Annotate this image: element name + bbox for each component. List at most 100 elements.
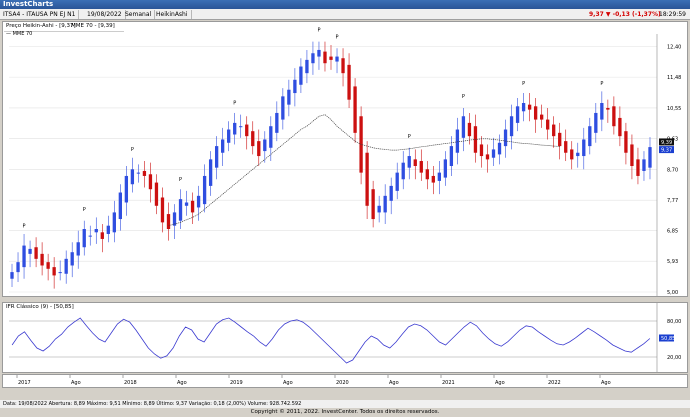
candle-body (10, 272, 14, 279)
candle-body (112, 212, 116, 233)
candle-body (154, 182, 159, 206)
candle-body (407, 156, 411, 168)
candle-body (642, 159, 646, 171)
status-bar: Data: 19/08/2022 Abertura: 8,89 Máximo: … (0, 400, 690, 408)
x-tick-label: 2017 (18, 380, 31, 386)
candle-body (383, 195, 387, 213)
candle-body (365, 152, 369, 206)
candle-body (317, 49, 321, 57)
pivot-marker: P (462, 94, 465, 100)
x-tick-label: Ago (71, 380, 81, 386)
price-y-tick-label: 7,77 (667, 198, 678, 204)
x-tick-label: Ago (601, 380, 611, 386)
candle-body (377, 205, 381, 213)
candle-body (130, 169, 135, 185)
candle-body (299, 66, 303, 85)
candle-body (245, 124, 249, 137)
x-axis-svg: 2017 Ago 2018 Ago 2019 Ago 2020 Ago 2021 Ago 2022 A… (16, 375, 611, 386)
candle-body (184, 202, 189, 206)
candle-body (166, 214, 171, 229)
candle-body (455, 129, 460, 153)
candle-body (636, 159, 640, 176)
candle-body (425, 169, 429, 180)
candle-body (479, 144, 484, 157)
ma-legend-line: — MME 70 (6, 31, 33, 37)
candle-body (329, 56, 333, 60)
candle-body (485, 154, 490, 160)
candle-body (437, 172, 441, 181)
candle-body (142, 170, 147, 176)
candle-body (124, 175, 129, 203)
candle-body (233, 122, 237, 135)
chart-style-label[interactable]: HeikinAshi (153, 10, 192, 19)
candle-body (34, 247, 38, 259)
date-label[interactable]: 19/08/2022 (84, 10, 126, 19)
price-panel[interactable]: 12,4011,4810,559,638,707,776,855,935,00P… (2, 21, 688, 297)
candle-body (588, 126, 592, 147)
pivot-marker: P (522, 81, 525, 87)
candle-body (503, 129, 508, 147)
rsi-chart[interactable]: 80,00 20,00 50,85 (3, 303, 687, 372)
price-chart[interactable]: 12,4011,4810,559,638,707,776,855,935,00P… (3, 22, 687, 296)
candle-body (576, 152, 580, 157)
candle-body (190, 200, 195, 213)
candle-body (509, 116, 514, 137)
candle-body (239, 126, 243, 128)
candle-body (208, 159, 213, 186)
candle-body (443, 159, 448, 178)
candle-body (389, 185, 393, 201)
period-label[interactable]: Semanal (122, 10, 156, 19)
rsi-line (11, 317, 651, 364)
candle-body (76, 242, 80, 256)
candle-body (311, 53, 315, 64)
candle-body (281, 96, 285, 120)
quote-label: 9,37 ▼ -0,13 (-1,37%) (589, 11, 661, 18)
candle-body (106, 225, 110, 234)
pivot-marker: P (83, 207, 86, 213)
price-y-tick-label: 8,70 (667, 167, 678, 173)
legend-separator (4, 31, 124, 39)
price-badge (659, 146, 674, 154)
candle-body (648, 147, 652, 168)
candle-body (214, 146, 219, 168)
candle-body (251, 131, 255, 147)
x-axis: 2017 Ago 2018 Ago 2019 Ago 2020 Ago 2021 Ago 2022 A… (2, 374, 688, 388)
candle-body (257, 141, 261, 157)
candle-body (449, 146, 454, 166)
candle-body (58, 272, 62, 274)
candle-body (118, 192, 123, 220)
candle-body (323, 51, 327, 64)
candle-body (347, 64, 351, 100)
price-y-tick-label: 6,85 (667, 229, 678, 235)
candle-body (515, 106, 520, 123)
time-label: 18:29:59 (659, 11, 686, 18)
candle-body (630, 144, 634, 166)
candle-body (546, 119, 550, 130)
candle-body (293, 79, 297, 94)
candle-body (618, 117, 622, 137)
candle-body (564, 141, 568, 153)
candle-body (52, 267, 56, 276)
candle-body (606, 107, 610, 110)
price-badge (659, 138, 674, 146)
x-tick-label: Ago (495, 380, 505, 386)
rsi-panel[interactable]: 80,00 20,00 50,85 IFR Clássico (9) - [50,8… (2, 302, 688, 373)
window-title: InvestCharts (0, 0, 690, 9)
pivot-marker: P (408, 134, 411, 140)
candle-body (600, 103, 604, 120)
price-y-tick-label: 10,55 (667, 106, 681, 112)
candle-body (521, 103, 526, 112)
x-tick-label: 2020 (336, 380, 349, 386)
copyright: Copyright © 2011, 2022. InvestCenter. To… (0, 408, 690, 417)
ticker-label[interactable]: ITSA4 - ITAUSA PN EJ N1 (0, 10, 80, 19)
price-y-tick-label: 5,00 (667, 290, 678, 296)
pivot-marker: P (233, 101, 236, 107)
candle-body (227, 129, 231, 143)
candle-body (401, 162, 405, 180)
candle-body (22, 245, 26, 268)
candle-body (491, 149, 496, 158)
x-tick-label: Ago (389, 380, 399, 386)
price-y-tick-label: 5,93 (667, 259, 678, 265)
candle-body (395, 172, 399, 191)
candle-body (269, 126, 273, 148)
